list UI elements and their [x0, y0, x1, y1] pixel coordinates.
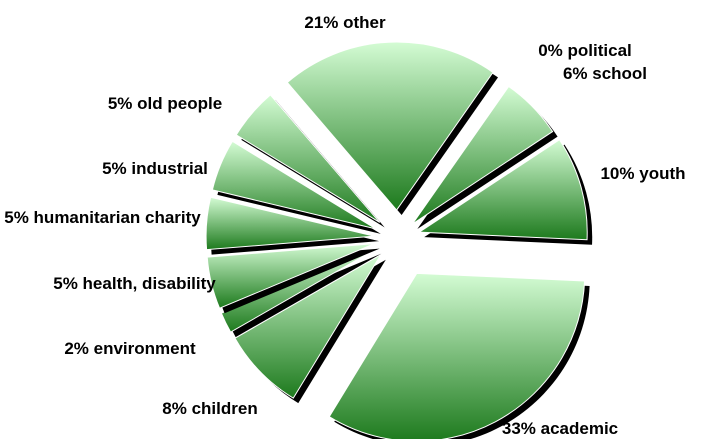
- slice-label: 0% political: [510, 40, 660, 62]
- slice-label: 21% other: [280, 12, 410, 34]
- slice-label: 2% environment: [30, 338, 230, 360]
- slice-label: 5% industrial: [85, 158, 225, 180]
- category-label: environment: [93, 339, 196, 358]
- slice-label: 8% children: [140, 398, 280, 420]
- value-label: 33%: [501, 419, 536, 438]
- category-label: industrial: [131, 159, 208, 178]
- value-label: 10%: [600, 164, 635, 183]
- slice: [409, 83, 507, 222]
- category-label: youth: [639, 164, 686, 183]
- slice-shadow: [226, 253, 382, 338]
- value-label: 0%: [538, 41, 563, 60]
- slice: [286, 41, 494, 211]
- category-label: school: [592, 64, 648, 83]
- value-label: 5%: [102, 159, 127, 178]
- slice-label: 33% academic: [480, 418, 640, 440]
- category-label: political: [567, 41, 632, 60]
- category-label: humanitarian charity: [33, 208, 201, 227]
- slice-label: 5% health, disability: [52, 273, 217, 295]
- slice: [211, 140, 377, 230]
- slice: [417, 138, 588, 241]
- category-label: other: [343, 13, 386, 32]
- value-label: 8%: [162, 399, 187, 418]
- value-label: 5%: [4, 208, 29, 227]
- value-label: 21%: [304, 13, 339, 32]
- value-label: 5%: [53, 274, 78, 293]
- slice-label: 5% humanitarian charity: [0, 207, 205, 229]
- slice: [205, 196, 375, 251]
- category-label: children: [191, 399, 258, 418]
- slice: [235, 94, 381, 223]
- value-label: 6%: [562, 64, 588, 83]
- category-label: old people: [137, 94, 223, 113]
- slice: [206, 243, 375, 309]
- value-label: 2%: [64, 339, 89, 358]
- slice: [411, 85, 554, 225]
- slice: [234, 254, 382, 399]
- slice-label: 10% youth: [583, 163, 703, 185]
- slice: [328, 272, 586, 439]
- slice-label: 6% school: [530, 63, 680, 85]
- slice: [220, 248, 377, 333]
- slice-label: 5% old people: [75, 93, 255, 115]
- value-label: 5%: [107, 94, 133, 113]
- category-label: academic: [540, 419, 619, 438]
- category-label: health, disability: [82, 274, 216, 293]
